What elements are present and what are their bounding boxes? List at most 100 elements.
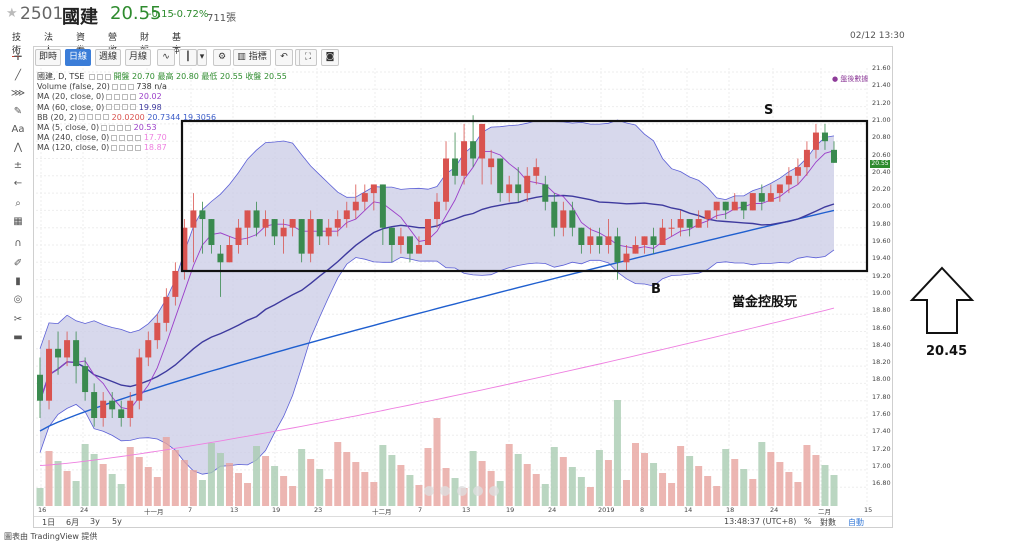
- volume-bar: [388, 455, 396, 506]
- percent-toggle[interactable]: %: [804, 517, 812, 526]
- legend-ma60-value: 19.98: [138, 102, 162, 112]
- legend-ma20-value: 20.02: [138, 92, 162, 102]
- range-6m[interactable]: 6月: [66, 518, 80, 527]
- trash-icon[interactable]: ▬: [13, 332, 23, 343]
- volume-bar: [397, 465, 405, 506]
- interval-daily-button[interactable]: 日線: [65, 49, 91, 66]
- volume-bar: [316, 469, 324, 506]
- fullscreen-icon[interactable]: ⛶: [299, 49, 317, 66]
- crosshair-icon[interactable]: ✛: [13, 52, 23, 63]
- camera-icon[interactable]: ◙: [321, 49, 339, 66]
- x-axis[interactable]: 16 24 十一月 7 13 19 23 十二月 7 13 19 24 2019 8 14 18 24 二月 15: [36, 506, 872, 516]
- candle-body: [100, 400, 107, 418]
- volume-bar: [613, 400, 621, 506]
- y-tick-label: 19.60: [872, 237, 891, 245]
- y-tick-label: 17.00: [872, 461, 891, 470]
- pattern-icon[interactable]: ⋀: [13, 142, 23, 153]
- candle-body: [434, 201, 440, 220]
- candle-body: [749, 193, 756, 211]
- undo-icon[interactable]: ↶: [275, 49, 293, 66]
- volume-bar: [198, 480, 206, 506]
- x-tick-label: 2019: [598, 506, 615, 514]
- candle-body: [560, 210, 567, 228]
- legend-bb-name: BB (20, 2): [37, 112, 78, 122]
- volume-bar: [379, 445, 387, 506]
- text-icon[interactable]: Aa: [11, 124, 25, 135]
- log-toggle[interactable]: 對數: [820, 518, 836, 527]
- candle-body: [695, 219, 702, 228]
- candle-body: [596, 236, 603, 245]
- candle-body: [109, 400, 116, 410]
- auto-toggle[interactable]: 自動: [848, 518, 864, 527]
- candle-body: [803, 149, 810, 168]
- candle-body: [334, 219, 341, 228]
- candle-body: [758, 193, 765, 202]
- volume-bar: [126, 447, 134, 506]
- range-3y[interactable]: 3y: [90, 517, 100, 526]
- range-1d[interactable]: 1日: [42, 518, 56, 527]
- target-price: 20.45: [926, 344, 968, 359]
- volume-bar: [307, 459, 315, 506]
- bollinger-band-fill: [40, 120, 834, 475]
- candle-body: [794, 167, 801, 176]
- x-tick-label: 二月: [818, 508, 831, 516]
- candle-body: [578, 227, 585, 245]
- scroll-controls[interactable]: [424, 486, 499, 496]
- volume-bar: [568, 467, 576, 506]
- zoom-icon[interactable]: ⌕: [15, 198, 21, 209]
- volume-bar: [514, 454, 522, 506]
- prediction-icon[interactable]: ±: [13, 160, 23, 171]
- measure-icon[interactable]: ▦: [13, 216, 23, 227]
- volume-bar: [550, 447, 558, 506]
- legend-ma60-name: MA (60, close, 0): [37, 102, 105, 112]
- candle-body: [172, 270, 179, 297]
- volume-bar: [216, 453, 224, 506]
- trend-line-icon[interactable]: ╱: [14, 70, 22, 81]
- candle-type-icon[interactable]: ┃: [179, 49, 197, 66]
- range-5y[interactable]: 5y: [112, 517, 122, 526]
- interval-weekly-button[interactable]: 週線: [95, 49, 121, 66]
- fib-icon[interactable]: ⋙: [10, 88, 26, 99]
- candle-body: [632, 245, 639, 254]
- pencil-lock-icon[interactable]: ✐: [13, 258, 23, 269]
- candle-body: [253, 210, 260, 228]
- legend-ma120-value: 18.87: [143, 143, 167, 153]
- candle-body: [181, 227, 188, 271]
- y-tick-label: 19.80: [872, 219, 891, 228]
- candle-body: [424, 219, 431, 245]
- candle-body: [623, 253, 630, 263]
- interval-monthly-button[interactable]: 月線: [125, 49, 151, 66]
- candle-body: [226, 245, 233, 263]
- candle-body: [199, 210, 206, 220]
- tab-technical[interactable]: 技術: [12, 30, 22, 57]
- scissors-icon[interactable]: ✂: [13, 314, 23, 325]
- candle-body: [262, 219, 269, 228]
- candle-body: [55, 348, 62, 358]
- indicators-button[interactable]: ▥ 指標: [233, 49, 271, 66]
- settings-gear-icon[interactable]: ⚙: [213, 49, 231, 66]
- volume-bar: [54, 461, 62, 506]
- ma20-line: [39, 150, 835, 410]
- candle-body: [145, 340, 152, 358]
- volume-bar: [433, 418, 441, 506]
- back-arrow-icon[interactable]: ←: [13, 178, 23, 189]
- interval-realtime-button[interactable]: 即時: [35, 49, 61, 66]
- candle-body: [659, 227, 666, 245]
- volume-bar: [758, 442, 766, 506]
- candle-body: [821, 132, 828, 142]
- candle-body: [208, 219, 215, 245]
- legend-symbol: 國建, D, TSE: [37, 72, 85, 81]
- brush-icon[interactable]: ✎: [13, 106, 23, 117]
- candle-body: [415, 245, 422, 254]
- lock-icon[interactable]: ▮: [15, 276, 21, 287]
- tab-basic[interactable]: 基本: [172, 33, 182, 56]
- volume-bar: [785, 472, 793, 506]
- x-tick-label: 15: [864, 506, 873, 514]
- magnet-icon[interactable]: ∩: [14, 238, 22, 249]
- chevron-down-icon[interactable]: ▾: [197, 49, 207, 66]
- favorite-star-icon[interactable]: ★: [6, 6, 18, 21]
- compare-icon[interactable]: ∿: [157, 49, 175, 66]
- eye-icon[interactable]: ◎: [13, 294, 23, 305]
- y-tick-label: 20.40: [872, 167, 891, 176]
